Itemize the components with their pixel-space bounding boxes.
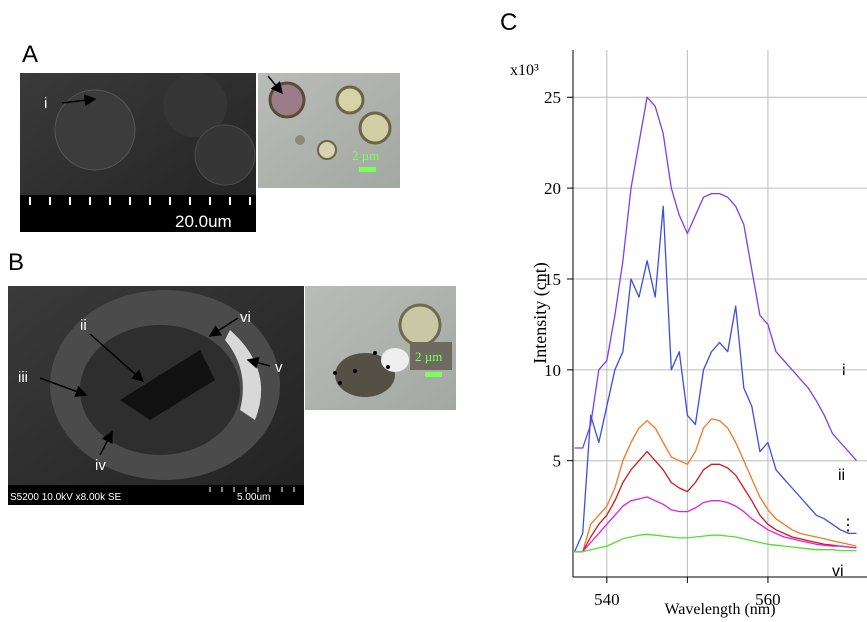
panel-letter: B — [8, 249, 24, 276]
y-tick-label: 15 — [544, 270, 561, 289]
x-tick-label: 540 — [594, 590, 620, 609]
series-label: i — [842, 362, 846, 379]
label: ii — [80, 317, 87, 334]
label: iv — [95, 457, 106, 474]
y-tick-label: 10 — [544, 361, 561, 380]
x-tick-label: 560 — [755, 590, 781, 609]
label: i — [44, 95, 47, 112]
optical-image-a: 2 µm — [258, 73, 400, 188]
optical-scale-label: 2 µm — [415, 349, 442, 364]
y-tick-label: 20 — [544, 179, 561, 198]
panel-letter: C — [500, 9, 517, 36]
label: vi — [240, 309, 251, 326]
panel-letter: A — [22, 41, 38, 68]
lines — [575, 97, 857, 551]
y-tick-label: 25 — [544, 88, 561, 107]
scale-bar-label: 20.0um — [175, 212, 232, 231]
label: v — [275, 359, 283, 376]
series-line — [575, 206, 857, 551]
sem-image-a: 20.0um i — [20, 73, 256, 232]
sem-info: S5200 10.0kV x8.00k SE — [10, 492, 122, 503]
optical-image-b: 2 µm — [305, 286, 456, 410]
y-tick-label: 5 — [553, 452, 562, 471]
scale-bar-label: 5.00um — [237, 492, 270, 503]
annotation: ⋮ — [840, 517, 856, 534]
series-line — [575, 497, 857, 552]
label: iii — [18, 369, 28, 386]
figure: A 20.0um i 2 µm B S5200 10.0kV x8.00k SE… — [0, 0, 867, 622]
optical-scale-label: 2 µm — [352, 148, 379, 163]
y-multiplier: x10³ — [510, 62, 539, 79]
series-line — [575, 419, 857, 552]
sem-image-b: S5200 10.0kV x8.00k SE 5.00um ii iii iv … — [8, 286, 304, 505]
series-label: ii — [838, 467, 845, 484]
plot: 540 560 5 10 15 20 25 — [544, 50, 867, 609]
